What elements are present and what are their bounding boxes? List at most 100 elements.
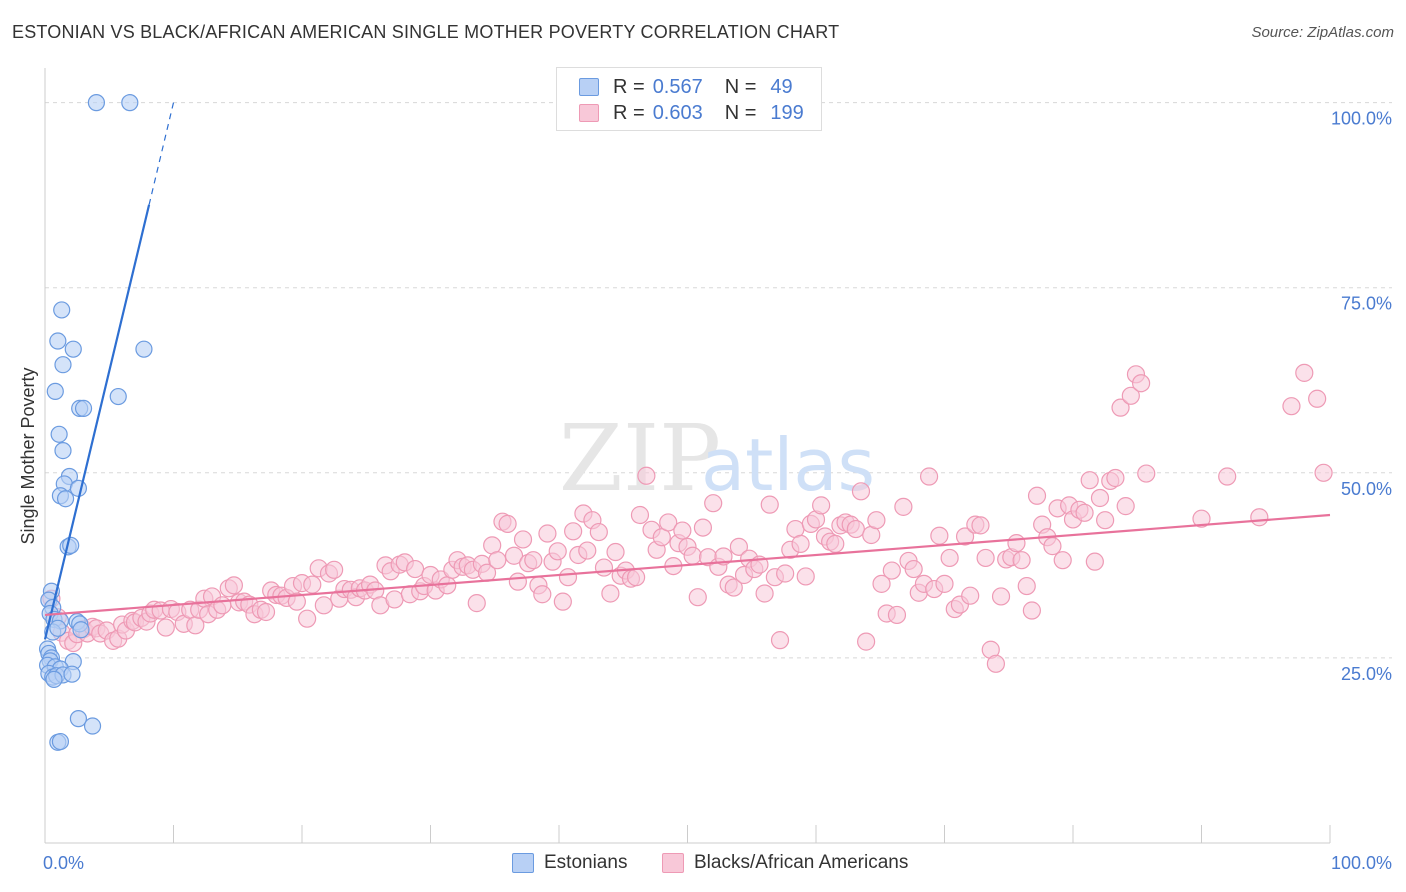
- data-point-blacks: [287, 592, 306, 611]
- data-point-blacks: [991, 587, 1011, 606]
- series-blacks-points: [42, 363, 1333, 673]
- y-axis-title: Single Mother Poverty: [18, 367, 38, 544]
- data-point-estonians: [74, 399, 93, 417]
- data-point-blacks: [872, 574, 891, 593]
- data-point-estonians: [69, 710, 88, 728]
- data-point-blacks: [704, 494, 723, 513]
- data-point-blacks: [935, 574, 954, 593]
- data-point-blacks: [626, 568, 646, 587]
- legend-r-label: R =: [613, 75, 645, 98]
- y-tick-label: 100.0%: [1331, 109, 1392, 129]
- y-tick-labels: 25.0% 50.0% 75.0% 100.0%: [1331, 109, 1392, 684]
- legend-n-value: 199: [770, 101, 804, 124]
- data-point-estonians: [49, 619, 67, 637]
- legend-swatch-blue: [579, 78, 599, 96]
- y-tick-label: 75.0%: [1341, 294, 1392, 314]
- data-point-blacks: [1295, 363, 1314, 382]
- data-point-blacks: [986, 654, 1006, 673]
- trendline-blacks: [44, 513, 1331, 617]
- data-point-blacks: [796, 567, 815, 586]
- data-point-blacks: [688, 588, 707, 607]
- data-point-blacks: [589, 522, 608, 542]
- data-point-blacks: [385, 590, 404, 609]
- data-point-blacks: [1132, 374, 1151, 393]
- data-point-blacks: [961, 586, 980, 605]
- data-point-estonians: [49, 332, 67, 350]
- data-point-blacks: [606, 542, 625, 562]
- legend-r-label: R =: [613, 101, 645, 124]
- data-point-blacks: [498, 514, 517, 533]
- legend-item-estonians[interactable]: Estonians: [512, 852, 627, 874]
- data-point-estonians: [53, 301, 71, 319]
- data-point-blacks: [524, 551, 543, 570]
- data-point-blacks: [1096, 511, 1115, 530]
- data-point-blacks: [1137, 464, 1156, 483]
- data-point-blacks: [971, 516, 990, 535]
- watermark-atlas: atlas: [701, 423, 875, 507]
- data-point-estonians: [54, 441, 72, 460]
- data-point-blacks: [930, 526, 949, 545]
- data-point-blacks: [729, 537, 749, 556]
- data-point-blacks: [851, 482, 871, 501]
- data-point-blacks: [882, 561, 901, 580]
- gridlines: [45, 102, 1392, 659]
- data-point-estonians: [64, 340, 82, 358]
- data-point-blacks: [887, 605, 907, 625]
- data-point-blacks: [894, 497, 913, 516]
- data-point-blacks: [940, 548, 959, 568]
- data-point-blacks: [1218, 467, 1237, 486]
- legend-swatch-pink: [579, 104, 599, 122]
- data-point-blacks: [601, 584, 620, 603]
- data-point-blacks: [1080, 471, 1099, 490]
- data-point-blacks: [1308, 389, 1327, 408]
- data-point-blacks: [1121, 386, 1140, 405]
- data-point-blacks: [673, 521, 692, 540]
- data-point-estonians: [54, 356, 72, 374]
- data-point-blacks: [504, 546, 524, 565]
- data-point-blacks: [955, 527, 975, 546]
- data-point-blacks: [683, 546, 702, 565]
- data-point-blacks: [314, 596, 333, 615]
- data-point-estonians: [63, 665, 81, 683]
- data-point-blacks: [298, 609, 317, 628]
- legend-swatch-pink: [662, 853, 684, 873]
- data-point-estonians: [56, 490, 75, 508]
- chart-source: Source: ZipAtlas.com: [1251, 24, 1394, 41]
- data-point-blacks: [776, 564, 795, 583]
- data-point-blacks: [904, 559, 923, 579]
- data-point-blacks: [770, 631, 790, 650]
- legend-n-label: N =: [724, 75, 757, 98]
- data-point-blacks: [156, 618, 175, 637]
- data-point-blacks: [325, 560, 344, 579]
- x-tick-labels: 0.0% 100.0%: [43, 853, 1392, 873]
- data-point-blacks: [1017, 576, 1036, 596]
- data-point-blacks: [405, 559, 425, 579]
- data-point-blacks: [553, 592, 572, 611]
- data-point-blacks: [659, 513, 678, 532]
- data-point-blacks: [558, 568, 578, 587]
- data-point-blacks: [857, 632, 876, 651]
- data-point-blacks: [1116, 497, 1135, 516]
- series-estonians-points: [38, 94, 153, 751]
- data-point-blacks: [224, 576, 243, 595]
- chart-title: ESTONIAN VS BLACK/AFRICAN AMERICAN SINGL…: [12, 22, 840, 42]
- axes: [44, 68, 1331, 844]
- legend-swatch-blue: [512, 853, 534, 873]
- data-point-blacks: [693, 518, 713, 537]
- legend-item-blacks[interactable]: Blacks/African Americans: [662, 852, 908, 874]
- legend-r-value: 0.603: [652, 101, 703, 124]
- data-point-blacks: [1043, 537, 1062, 556]
- data-point-blacks: [1075, 503, 1094, 522]
- data-point-estonians: [83, 717, 102, 735]
- x-tick-label: 100.0%: [1331, 853, 1392, 873]
- data-point-blacks: [438, 576, 457, 595]
- data-point-blacks: [1012, 551, 1031, 570]
- data-point-blacks: [1106, 468, 1125, 488]
- data-point-blacks: [1192, 509, 1211, 528]
- data-point-blacks: [1282, 397, 1301, 416]
- legend-label-blacks: Blacks/African Americans: [694, 852, 909, 873]
- watermark-zip: ZIP: [559, 405, 721, 512]
- correlation-legend: R = 0.567 N = 49 R = 0.603 N = 199: [556, 67, 822, 131]
- data-point-estonians: [69, 479, 88, 497]
- data-point-estonians: [50, 425, 68, 443]
